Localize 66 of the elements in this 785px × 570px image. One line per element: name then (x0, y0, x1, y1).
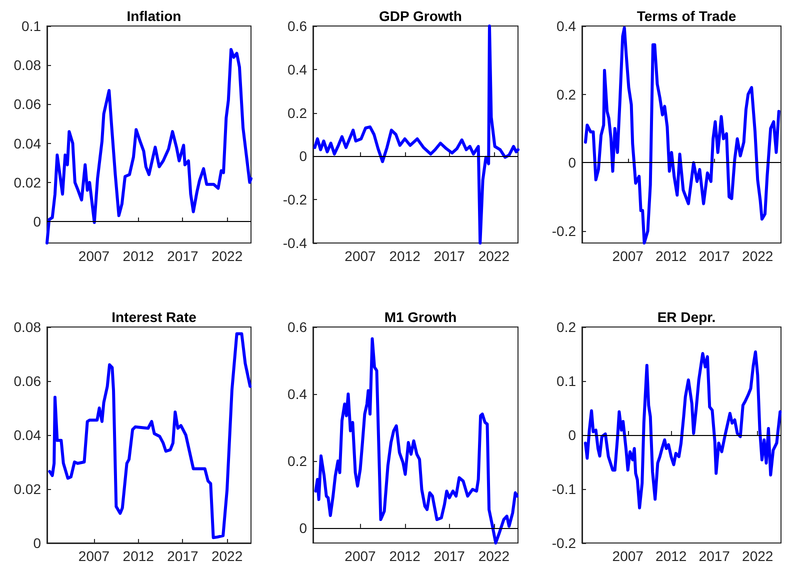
x-tick-label: 2017 (434, 248, 466, 264)
y-tick-label: -0.1 (552, 481, 576, 497)
x-tick-label: 2022 (478, 248, 510, 264)
y-tick-label: 0 (568, 427, 576, 443)
x-tick-label: 2012 (656, 248, 687, 264)
y-tick-label: 0.08 (14, 57, 42, 74)
x-tick-label: 2017 (698, 548, 730, 564)
line-series (314, 337, 519, 544)
y-tick-label: -0.2 (552, 223, 576, 240)
x-tick-label: 2012 (122, 548, 154, 564)
y-tick-label: 0.04 (14, 135, 42, 152)
y-tick-label: 0.08 (14, 319, 42, 335)
x-tick-label: 2017 (167, 548, 198, 564)
y-tick-label: 0 (33, 535, 42, 551)
x-tick-label: 2007 (344, 248, 376, 264)
x-tick-label: 2007 (78, 548, 110, 564)
y-tick-label: 0.04 (14, 427, 42, 443)
y-tick-label: 0.1 (22, 18, 42, 34)
x-tick-label: 2017 (698, 248, 730, 264)
y-tick-label: 0.4 (556, 18, 576, 34)
x-tick-label: 2007 (78, 248, 110, 264)
y-tick-label: 0.1 (556, 373, 576, 389)
x-tick-label: 2007 (344, 548, 376, 564)
x-tick-label: 2012 (122, 248, 154, 264)
line-series (48, 332, 252, 540)
x-tick-label: 2022 (742, 548, 774, 564)
chart-title: Terms of Trade (636, 8, 736, 24)
x-tick-label: 2007 (612, 248, 644, 264)
y-tick-label: 0 (568, 154, 576, 171)
y-tick-label: 0.2 (288, 104, 308, 121)
y-tick-label: 0.06 (14, 373, 42, 389)
y-tick-label: 0.2 (288, 452, 308, 469)
y-tick-label: 0.06 (14, 96, 42, 112)
y-tick-label: 0.6 (288, 319, 308, 335)
x-tick-label: 2007 (612, 548, 644, 564)
y-tick-label: -0.4 (282, 235, 308, 251)
x-tick-label: 2012 (389, 548, 421, 564)
x-tick-label: 2022 (211, 248, 243, 264)
y-tick-label: 0.02 (14, 481, 42, 497)
line-series (584, 350, 782, 510)
y-tick-label: 0 (33, 213, 42, 230)
y-tick-label: -0.2 (552, 535, 576, 551)
y-tick-label: 0.4 (288, 386, 308, 402)
x-tick-label: 2017 (434, 548, 466, 564)
line-series (313, 24, 520, 244)
chart-title: ER Depr. (657, 309, 716, 325)
chart-title: Inflation (126, 8, 182, 24)
line-series (584, 26, 780, 244)
y-tick-label: 0.02 (14, 174, 42, 190)
y-tick-label: 0 (299, 520, 308, 536)
y-tick-label: -0.2 (282, 192, 308, 208)
y-tick-label: 0.2 (556, 319, 576, 335)
y-tick-label: 0.2 (556, 86, 576, 102)
chart-title: GDP Growth (379, 8, 462, 24)
x-tick-label: 2022 (742, 248, 774, 264)
x-tick-label: 2017 (167, 248, 198, 264)
x-tick-label: 2012 (389, 248, 421, 264)
y-tick-label: 0.4 (288, 61, 308, 78)
y-tick-label: 0 (299, 148, 308, 164)
x-tick-label: 2022 (478, 548, 510, 564)
chart-title: M1 Growth (384, 309, 457, 325)
chart-title: Interest Rate (112, 309, 197, 325)
x-tick-label: 2012 (656, 548, 687, 564)
y-tick-label: 0.6 (288, 18, 308, 34)
x-tick-label: 2022 (211, 548, 243, 564)
line-series (46, 48, 252, 244)
